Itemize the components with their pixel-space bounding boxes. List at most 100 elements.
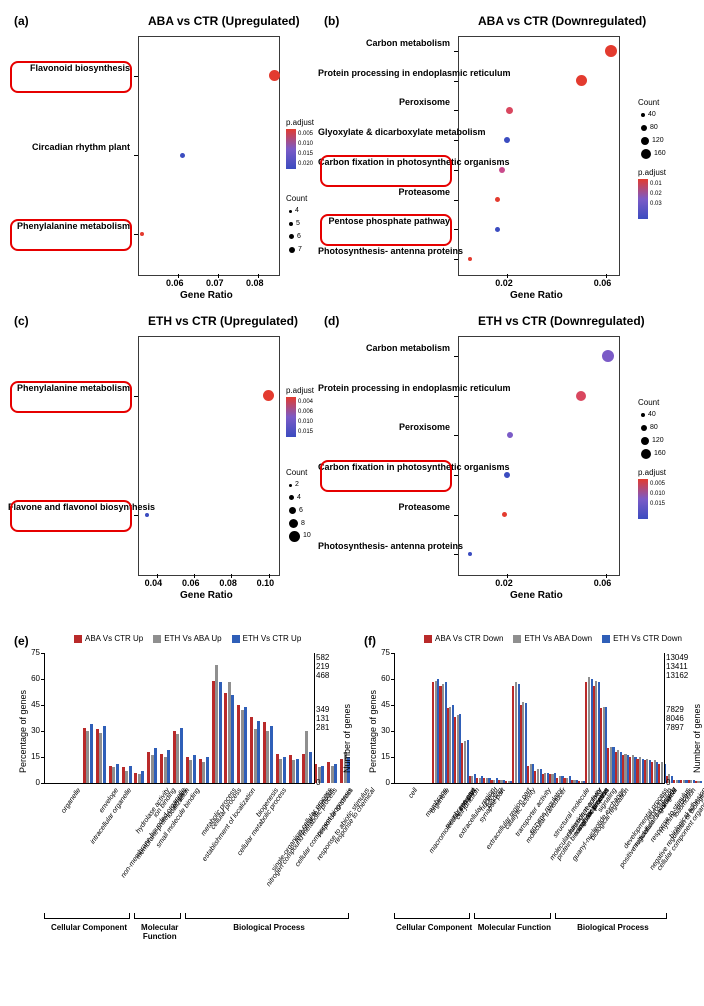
bar <box>283 757 286 783</box>
x-tick-label: 0.06 <box>594 279 612 288</box>
highlight-box <box>10 219 132 251</box>
y-tick <box>454 110 458 111</box>
plot-title: ABA vs CTR (Upregulated) <box>148 14 300 28</box>
x-tick-label: 0.08 <box>246 279 264 288</box>
bar <box>193 755 196 783</box>
panel-label: (f) <box>364 634 376 648</box>
right-axis-label: Number of genes <box>342 704 352 773</box>
bar-ytick: 0 <box>358 778 390 787</box>
panel-label: (e) <box>14 634 29 648</box>
y-label: Carbon metabolism <box>318 39 450 48</box>
bar <box>116 764 119 783</box>
highlight-box <box>320 155 452 187</box>
plot-title: ETH vs CTR (Downregulated) <box>478 314 645 328</box>
bar-category-label: cell <box>407 787 419 800</box>
right-num: 582 <box>316 653 329 662</box>
data-point <box>576 391 586 401</box>
bar <box>180 728 183 783</box>
y-label: Glyoxylate & dicarboxylate metabolism <box>318 128 450 137</box>
bar <box>141 771 144 783</box>
data-point <box>602 350 614 362</box>
right-num: 349 <box>316 705 329 714</box>
x-axis-label: Gene Ratio <box>510 290 563 301</box>
bar <box>206 757 209 783</box>
highlight-box <box>10 500 132 532</box>
y-label: Proteasome <box>318 503 450 512</box>
y-tick <box>134 155 138 156</box>
bar-category-label: organelle <box>60 787 82 815</box>
right-num: 13162 <box>666 671 688 680</box>
highlight-box <box>10 61 132 93</box>
bar-ytick: 75 <box>358 648 390 657</box>
right-num: 131 <box>316 714 329 723</box>
right-num: 219 <box>316 662 329 671</box>
padjust-legend: p.adjust0.0040.0060.0100.015 <box>286 386 314 437</box>
bar <box>700 781 702 783</box>
bar-ytick: 0 <box>8 778 40 787</box>
panel-d: (d) ETH vs CTR (Downregulated) Carbon meta… <box>318 308 704 598</box>
right-num: 7897 <box>666 723 684 732</box>
x-tick-label: 0.06 <box>182 579 200 588</box>
y-tick <box>134 396 138 397</box>
go-group-label: Cellular Component <box>44 923 134 932</box>
y-label: Protein processing in endoplasmic reticu… <box>318 384 450 393</box>
bar <box>90 724 93 783</box>
right-num: 281 <box>316 723 329 732</box>
panel-a: (a)ABA vs CTR (Upregulated)Flavonoid bio… <box>8 8 318 298</box>
panel-label: (d) <box>324 314 339 328</box>
bar-ytick: 60 <box>8 674 40 683</box>
plot-area <box>138 36 280 276</box>
y-tick <box>454 435 458 436</box>
plot-area <box>138 336 280 576</box>
right-axis-label: Number of genes <box>692 704 702 773</box>
go-group-label: Cellular Component <box>394 923 474 932</box>
right-num: 468 <box>316 671 329 680</box>
bar <box>103 726 106 783</box>
data-point <box>269 70 280 81</box>
y-tick <box>134 76 138 77</box>
data-point <box>506 107 513 114</box>
bar <box>154 748 157 783</box>
panel-label: (c) <box>14 314 29 328</box>
go-group-label: Molecular Function <box>474 923 554 932</box>
data-point <box>576 75 587 86</box>
padjust-legend: p.adjust0.0050.0100.0150.020 <box>286 118 314 169</box>
y-tick <box>454 51 458 52</box>
x-tick-label: 0.08 <box>219 579 237 588</box>
plot-title: ETH vs CTR (Upregulated) <box>148 314 298 328</box>
y-tick <box>454 200 458 201</box>
bar <box>244 707 247 783</box>
bar <box>129 766 132 783</box>
y-label: Protein processing in endoplasmic reticu… <box>318 69 450 78</box>
x-axis-label: Gene Ratio <box>180 590 233 601</box>
y-tick <box>134 515 138 516</box>
bar <box>167 750 170 783</box>
x-tick-label: 0.04 <box>145 579 163 588</box>
padjust-legend: p.adjust0.010.020.03 <box>638 168 666 219</box>
x-tick-label: 0.06 <box>166 279 184 288</box>
bar <box>334 764 337 783</box>
y-tick <box>454 170 458 171</box>
right-num: 13049 <box>666 653 688 662</box>
plot-title: ABA vs CTR (Downregulated) <box>478 14 646 28</box>
bar-ytick: 75 <box>8 648 40 657</box>
bar <box>270 726 273 783</box>
x-tick-label: 0.02 <box>495 579 513 588</box>
go-group-label: Biological Process <box>555 923 672 932</box>
bar <box>309 752 312 783</box>
x-tick-label: 0.06 <box>594 579 612 588</box>
data-point <box>180 153 185 158</box>
x-tick-label: 0.07 <box>206 279 224 288</box>
padjust-legend: p.adjust0.0050.0100.015 <box>638 468 666 519</box>
panel-label: (a) <box>14 14 29 28</box>
highlight-box <box>320 460 452 492</box>
data-point <box>145 513 149 517</box>
y-label: Circadian rhythm plant <box>8 143 130 152</box>
data-point <box>507 432 513 438</box>
bar <box>296 759 299 783</box>
bar-legend: ABA Vs CTR UpETH Vs ABA UpETH Vs CTR Up <box>74 634 301 643</box>
panel-b: (b)ABA vs CTR (Downregulated)Carbon meta… <box>318 8 704 298</box>
bar <box>219 682 222 783</box>
y-label: Carbon metabolism <box>318 344 450 353</box>
highlight-box <box>10 381 132 413</box>
